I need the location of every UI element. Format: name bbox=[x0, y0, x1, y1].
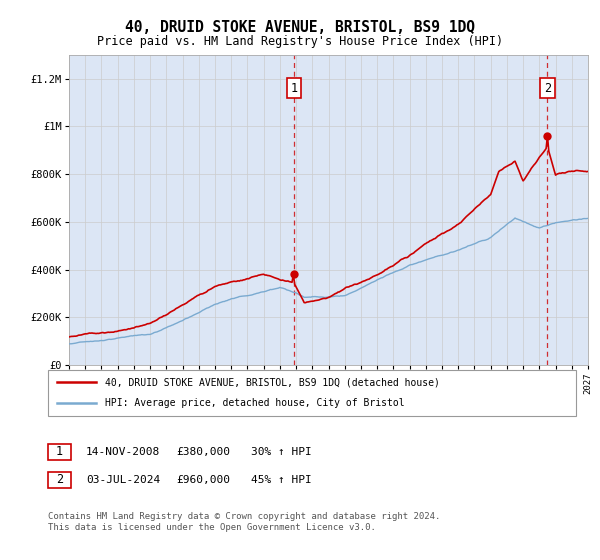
Text: HPI: Average price, detached house, City of Bristol: HPI: Average price, detached house, City… bbox=[105, 398, 404, 408]
Text: 40, DRUID STOKE AVENUE, BRISTOL, BS9 1DQ (detached house): 40, DRUID STOKE AVENUE, BRISTOL, BS9 1DQ… bbox=[105, 377, 440, 388]
Text: 2: 2 bbox=[56, 473, 63, 487]
Text: 03-JUL-2024: 03-JUL-2024 bbox=[86, 475, 160, 485]
Text: £380,000: £380,000 bbox=[176, 447, 230, 457]
Text: 14-NOV-2008: 14-NOV-2008 bbox=[86, 447, 160, 457]
Text: Price paid vs. HM Land Registry's House Price Index (HPI): Price paid vs. HM Land Registry's House … bbox=[97, 35, 503, 48]
Text: 1: 1 bbox=[290, 82, 298, 95]
Text: Contains HM Land Registry data © Crown copyright and database right 2024.
This d: Contains HM Land Registry data © Crown c… bbox=[48, 512, 440, 532]
Text: 2: 2 bbox=[544, 82, 551, 95]
Text: 45% ↑ HPI: 45% ↑ HPI bbox=[251, 475, 311, 485]
Text: 1: 1 bbox=[56, 445, 63, 459]
Text: 40, DRUID STOKE AVENUE, BRISTOL, BS9 1DQ: 40, DRUID STOKE AVENUE, BRISTOL, BS9 1DQ bbox=[125, 20, 475, 35]
Text: 30% ↑ HPI: 30% ↑ HPI bbox=[251, 447, 311, 457]
Text: £960,000: £960,000 bbox=[176, 475, 230, 485]
